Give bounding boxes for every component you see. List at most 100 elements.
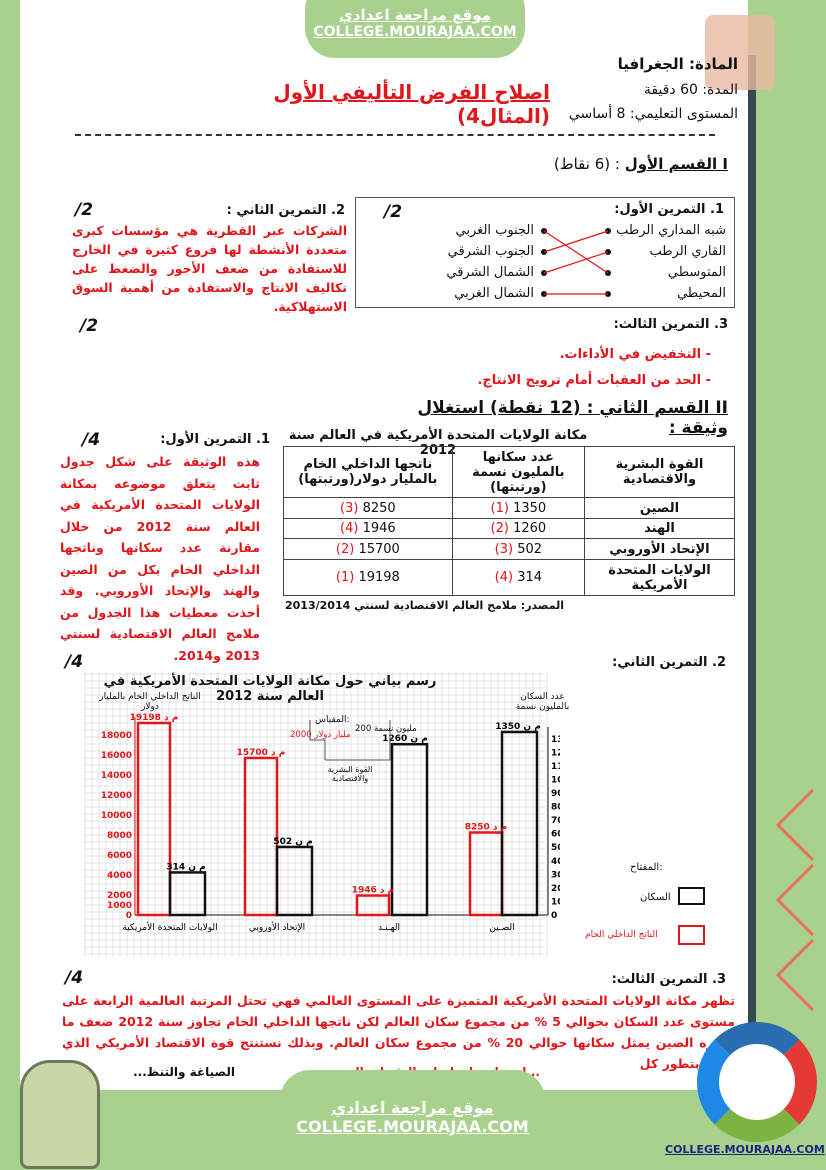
ex3-score: /2 — [80, 316, 99, 336]
population-value: 1260 — [513, 521, 547, 537]
left-tick-label: 6000 — [107, 851, 132, 861]
gdp-rank: (2) — [335, 541, 355, 557]
legend-label-gdp: الناتج الداخلي الخام — [585, 930, 658, 940]
right-tick-label: 100 — [551, 897, 560, 907]
population-bar — [390, 742, 429, 917]
s2-ex3-label: 3. التمرين الثالث: — [611, 972, 726, 987]
bar-chart: 0100020004000600080001000012000140001600… — [84, 672, 560, 957]
table-row: الإتحاد الأوروبي 502 (3) 15700 (2) — [283, 538, 735, 561]
gdp-rank: (3) — [340, 500, 359, 516]
left-tick-label: 4000 — [107, 871, 132, 881]
gdp-bar — [243, 756, 279, 917]
chevron-decoration — [775, 788, 815, 1012]
footer-latin[interactable]: COLLEGE.MOURAJAA.COM — [296, 1117, 529, 1136]
right-tick-label: 1300 — [551, 735, 560, 745]
gdp-rank: (4) — [340, 521, 359, 537]
left-axis-label: الناتج الداخلي الخام بالمليار دولار — [99, 692, 201, 712]
title-example: (المثال4) — [456, 104, 550, 128]
chart-title: رسم بياني حول مكانة الولايات المتحدة الأ… — [103, 674, 437, 704]
section1-title: I القسم الأول — [624, 155, 728, 173]
section1-heading: I القسم الأول : (6 نقاط) — [428, 155, 728, 173]
left-tick-label: 10000 — [101, 811, 132, 821]
right-tick-label: 1100 — [551, 762, 560, 772]
backpack-illustration — [20, 1060, 100, 1169]
footer-banner[interactable]: موقع مراجعة اعدادي COLLEGE.MOURAJAA.COM — [280, 1070, 545, 1170]
population-data-label: 1350 م ن — [495, 722, 541, 732]
right-tick-label: 0 — [551, 911, 557, 921]
row-name: الهند — [584, 517, 735, 540]
region-item: الجنوب الشرقي — [447, 244, 534, 259]
table-row: الهند 1260 (2) 1946 (4) — [283, 517, 735, 540]
top-banner[interactable]: موقع مراجعة اعدادي COLLEGE.MOURAJAA.COM — [305, 0, 525, 58]
scale-pop: 200 مليون نسمة — [355, 724, 417, 734]
gdp-data-label: 1946 م د — [352, 886, 395, 896]
population-data-label: 1260 م ن — [382, 734, 428, 744]
population-bar — [500, 730, 539, 917]
region-item: الشمال الغربي — [454, 286, 534, 301]
row-name: الإتحاد الأوروبي — [584, 538, 735, 561]
ex1-left-column: شبه المداري الرطب القاري الرطب المتوسطي الم… — [616, 220, 726, 304]
gdp-value: 19198 — [358, 570, 400, 585]
books-illustration — [705, 15, 775, 90]
ex2-label: 2. التمرين الثاني : — [226, 203, 345, 218]
right-tick-label: 400 — [551, 857, 560, 867]
population-cell: 1260 (2) — [451, 517, 586, 540]
gdp-value: 15700 — [358, 541, 400, 557]
population-value: 502 — [517, 541, 543, 557]
gdp-data-label: 8250 م د — [465, 822, 508, 832]
s2-ex1-label: 1. التمرين الأول: — [160, 432, 270, 447]
population-rank: (4) — [494, 570, 514, 585]
population-value: 314 — [517, 570, 543, 585]
column-header: ناتجها الداخلي الخام بالمليار دولار(ورتب… — [283, 445, 453, 499]
left-tick-label: 16000 — [101, 751, 132, 761]
gdp-cell: 15700 (2) — [283, 538, 453, 561]
table-source: المصدر: ملامح العالم الاقتصادية لسنتي 20… — [285, 599, 564, 612]
gdp-rank: (1) — [335, 570, 355, 585]
footer-arabic: موقع مراجعة اعدادي — [331, 1098, 494, 1117]
climate-item: المحيطي — [677, 286, 726, 301]
ex3-label: 3. التمرين الثالث: — [613, 317, 728, 332]
banner-latin[interactable]: COLLEGE.MOURAJAA.COM — [313, 24, 517, 40]
title-main: اصلاح الفرض التأليفي الأول — [273, 80, 550, 104]
duration: المدة: 60 دقيقة — [643, 82, 738, 98]
gdp-cell: 1946 (4) — [283, 517, 453, 540]
right-tick-label: 500 — [551, 843, 560, 853]
footer-note: الصياغة والتنظ... — [133, 1065, 235, 1079]
logo-text: COLLEGE.MOURAJAA.COM — [665, 1143, 825, 1156]
table-header-row: القوة البشرية والاقتصادية عدد سكانها بالم… — [283, 445, 735, 499]
scale-title: المقياس: — [315, 715, 350, 725]
ex2-answer: الشركات عبر القطرية هي مؤسسات كبرى متعدد… — [72, 223, 347, 314]
legend-title: المفتاح: — [630, 862, 663, 873]
ex1-right-column: الجنوب الغربي الجنوب الشرقي الشمال الشرقي ا… — [446, 220, 534, 304]
legend-swatch-population — [678, 887, 705, 905]
data-table: القوة البشرية والاقتصادية عدد سكانها بالم… — [283, 445, 735, 596]
section2-points: : (12 نقطة) استغلال وثيقة : — [417, 398, 728, 438]
gdp-bar — [468, 831, 504, 917]
s2-ex2-label: 2. التمرين الثاني: — [612, 655, 726, 670]
category-label: الهـنـد — [378, 923, 400, 933]
right-tick-label: 1000 — [551, 775, 560, 785]
left-tick-label: 0 — [126, 911, 132, 921]
right-tick-label: 200 — [551, 884, 560, 894]
left-tick-label: 1000 — [107, 901, 132, 911]
left-tick-label: 8000 — [107, 831, 132, 841]
right-axis-label: عدد السكان بالمليون نسمة — [515, 692, 570, 712]
gdp-bar — [355, 894, 391, 917]
ex3-answers: - التخفيض في الأداءات. - الحد من العقبات… — [311, 342, 711, 394]
population-cell: 1350 (1) — [451, 497, 586, 519]
answer-item: - الحد من العقبات أمام ترويج الانتاج. — [477, 373, 711, 388]
left-tick-label: 14000 — [101, 771, 132, 781]
subject: المادة: الجغرافيا — [617, 55, 738, 73]
section2-title: II القسم الثاني — [599, 398, 728, 418]
right-tick-label: 600 — [551, 830, 560, 840]
gdp-data-label: 15700 م د — [237, 748, 286, 758]
s2-ex3-answer: تظهر مكانة الولايات المتحدة الأمريكية ال… — [62, 993, 735, 1071]
row-name: الولايات المتحدة الأمريكية — [584, 559, 735, 596]
table-row: الصين 1350 (1) 8250 (3) — [283, 497, 735, 519]
matching-lines — [541, 228, 611, 297]
site-logo-icon — [697, 1022, 817, 1142]
level: المستوى التعليمي: 8 أساسي — [568, 106, 738, 122]
section2-heading: II القسم الثاني : (12 نقطة) استغلال وثيق… — [398, 398, 728, 438]
column-header: القوة البشرية والاقتصادية — [584, 445, 735, 499]
climate-item: المتوسطي — [667, 265, 726, 280]
